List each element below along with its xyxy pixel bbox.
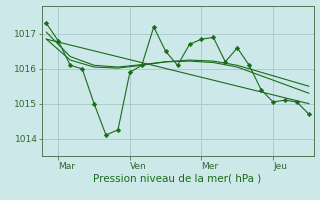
X-axis label: Pression niveau de la mer( hPa ): Pression niveau de la mer( hPa ) [93,173,262,183]
